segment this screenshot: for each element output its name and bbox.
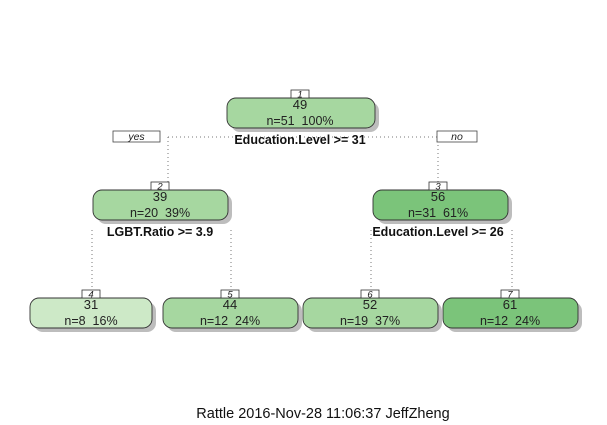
node-number-tab [150, 181, 170, 191]
node-number: 2 [156, 182, 163, 193]
node-number-tab [220, 289, 240, 299]
connector-lines [91, 136, 513, 293]
node-number: 6 [367, 290, 373, 301]
tree-node-6: 652 n=19 37% [302, 289, 442, 332]
node-number: 3 [435, 182, 441, 193]
tree-node-2: 239 n=20 39% LGBT.Ratio >= 3.9 [92, 181, 232, 239]
node-number-tab [360, 289, 380, 299]
tree-node-1: 149 n=51 100% Education.Level >= 31 [226, 89, 379, 147]
node-value: 52 [363, 297, 377, 312]
node-value: 49 [293, 97, 307, 112]
node-value: 39 [153, 189, 167, 204]
no-label: no [436, 130, 478, 143]
node-value: 61 [503, 297, 517, 312]
node-value: 31 [84, 297, 98, 312]
node-number-tab [290, 89, 310, 99]
node-count: n=20 39% [130, 206, 190, 220]
node-split-rule: Education.Level >= 31 [234, 133, 365, 147]
node-count: n=12 24% [480, 314, 540, 328]
yes-label: yes [112, 130, 161, 143]
node-number: 5 [227, 290, 233, 301]
node-number-tab [428, 181, 448, 191]
yes-label-box [112, 130, 161, 143]
node-count: n=31 61% [408, 206, 468, 220]
tree-node-3: 356 n=31 61% Education.Level >= 26 [372, 181, 512, 239]
node-count: n=19 37% [340, 314, 400, 328]
node-number: 1 [297, 90, 302, 101]
tree-node-4: 431 n=8 16% [29, 289, 156, 332]
tree-nodes: 149 n=51 100% Education.Level >= 31 239 n=20… [29, 89, 582, 332]
node-count: n=12 24% [200, 314, 260, 328]
node-count: n=8 16% [64, 314, 117, 328]
node-number: 4 [88, 290, 93, 301]
tree-node-7: 761 n=12 24% [442, 289, 582, 332]
yes-label-text: yes [127, 131, 145, 143]
tree-node-5: 544 n=12 24% [162, 289, 302, 332]
node-split-rule: Education.Level >= 26 [372, 225, 503, 239]
node-value: 44 [223, 297, 237, 312]
node-split-rule: LGBT.Ratio >= 3.9 [107, 225, 213, 239]
no-label-text: no [451, 131, 463, 143]
no-label-box [436, 130, 478, 143]
node-value: 56 [431, 189, 445, 204]
footer-caption: Rattle 2016-Nov-28 11:06:37 JeffZheng [196, 406, 449, 422]
node-number-tab [81, 289, 101, 299]
node-count: n=51 100% [266, 114, 333, 128]
node-number-tab [500, 289, 520, 299]
node-number: 7 [507, 290, 513, 301]
